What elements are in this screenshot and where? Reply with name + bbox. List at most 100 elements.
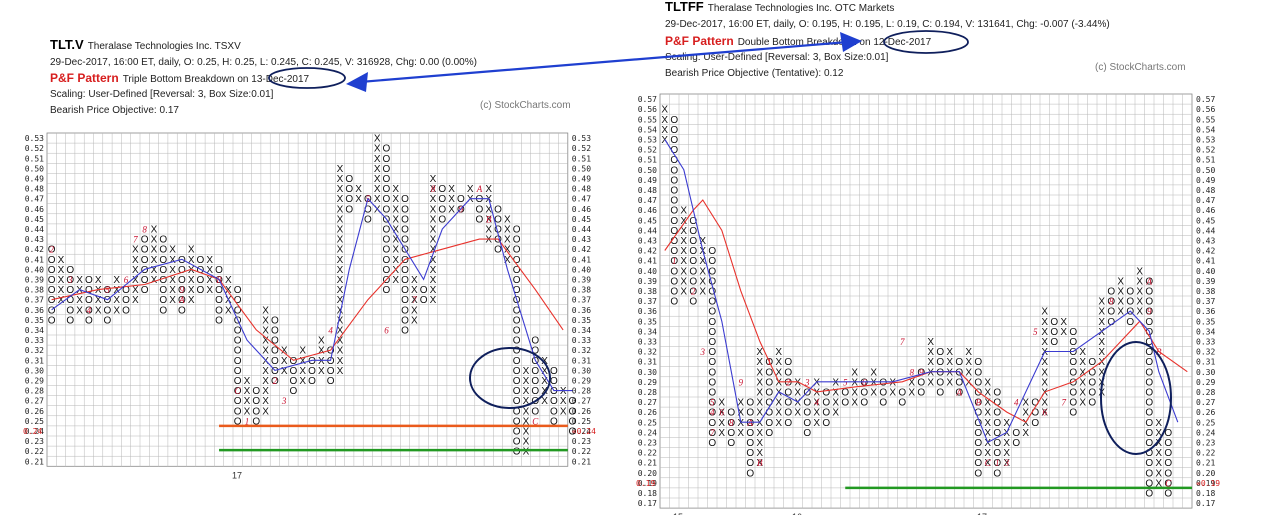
right-o-box: O xyxy=(974,377,982,388)
left-o-box: O xyxy=(290,356,298,367)
left-o-box: O xyxy=(476,204,484,215)
right-o-box: O xyxy=(1069,357,1077,368)
right-o-box: O xyxy=(974,438,982,449)
right-month-marker: B xyxy=(976,398,982,408)
left-x-box: X xyxy=(113,295,120,306)
right-o-box: O xyxy=(727,408,735,419)
left-o-box: O xyxy=(252,416,260,427)
right-o-box: O xyxy=(689,246,697,257)
right-o-box: O xyxy=(746,448,754,459)
right-company-name: Theralase Technologies Inc. OTC Markets xyxy=(707,3,895,14)
right-ytick-left: 0.25 xyxy=(638,418,657,427)
left-x-box: X xyxy=(374,184,381,195)
right-x-box: X xyxy=(699,236,706,247)
left-o-box: O xyxy=(513,255,521,266)
right-ytick-left: 0.41 xyxy=(638,257,657,266)
right-o-box: O xyxy=(784,377,792,388)
right-x-box: X xyxy=(1155,428,1162,439)
left-o-box: O xyxy=(271,356,279,367)
left-ytick-right: 0.38 xyxy=(572,286,591,295)
left-x-box: X xyxy=(392,255,399,266)
left-x-box: X xyxy=(523,426,530,437)
right-x-box: X xyxy=(1060,327,1067,338)
left-o-box: O xyxy=(494,204,502,215)
right-breakdown-circle xyxy=(1100,341,1172,455)
right-month-marker: C xyxy=(1165,478,1172,488)
left-o-box: O xyxy=(513,265,521,276)
left-o-box: O xyxy=(513,346,521,357)
right-o-box: O xyxy=(708,418,716,429)
left-ytick-left: 0.35 xyxy=(25,316,44,325)
left-o-box: O xyxy=(383,184,391,195)
right-o-box: O xyxy=(784,418,792,429)
right-month-marker: B xyxy=(757,458,763,468)
right-o-box: O xyxy=(936,367,944,378)
right-ytick-right: 0.30 xyxy=(1196,368,1215,377)
right-o-box: O xyxy=(708,337,716,348)
right-ytick-right: 0.52 xyxy=(1196,146,1215,155)
left-x-box: X xyxy=(262,396,269,407)
right-o-box: O xyxy=(1145,448,1153,459)
right-month-marker: 5 xyxy=(710,398,715,408)
left-o-box: O xyxy=(401,305,409,316)
right-watermark: (c) StockCharts.com xyxy=(1095,62,1186,73)
right-o-box: O xyxy=(1031,408,1039,419)
right-o-box: O xyxy=(974,387,982,398)
right-o-box: O xyxy=(1145,297,1153,308)
right-o-box: O xyxy=(670,256,678,267)
left-x-box: X xyxy=(169,245,176,256)
right-x-box: X xyxy=(1155,418,1162,429)
left-ytick-right: 0.22 xyxy=(572,447,591,456)
left-o-box: O xyxy=(364,214,372,225)
left-x-box: X xyxy=(169,275,176,286)
left-o-box: O xyxy=(383,144,391,155)
left-o-box: O xyxy=(215,285,223,296)
left-o-box: O xyxy=(513,285,521,296)
right-x-box: X xyxy=(965,367,972,378)
left-o-box: O xyxy=(85,295,93,306)
left-x-box: X xyxy=(169,285,176,296)
right-o-box: O xyxy=(1031,398,1039,409)
left-o-box: O xyxy=(234,366,242,377)
right-o-box: O xyxy=(955,377,963,388)
left-x-box: X xyxy=(337,174,344,185)
right-x-box: X xyxy=(1155,448,1162,459)
right-month-marker: 8 xyxy=(729,418,734,428)
right-o-box: O xyxy=(803,428,811,439)
left-o-box: O xyxy=(569,406,577,417)
left-x-box: X xyxy=(188,245,195,256)
left-o-box: O xyxy=(550,406,558,417)
right-o-box: O xyxy=(803,418,811,429)
right-o-box: O xyxy=(1126,286,1134,297)
left-x-box: X xyxy=(430,235,437,246)
right-ytick-left: 0.54 xyxy=(638,125,657,134)
right-x-box: X xyxy=(984,458,991,469)
right-o-box: O xyxy=(689,216,697,227)
right-ytick-left: 0.56 xyxy=(638,105,657,114)
left-x-box: X xyxy=(188,265,195,276)
right-date-circle xyxy=(883,30,969,54)
right-x-box: X xyxy=(775,347,782,358)
left-ytick-right: 0.43 xyxy=(572,235,591,244)
left-o-box: O xyxy=(401,224,409,235)
left-ytick-right: 0.40 xyxy=(572,265,591,274)
left-x-box: X xyxy=(244,406,251,417)
left-ytick-right: 0.37 xyxy=(572,296,591,305)
left-x-box: X xyxy=(337,214,344,225)
right-x-box: X xyxy=(1003,428,1010,439)
left-current-price-right: «0.24 xyxy=(572,427,596,436)
left-ytick-right: 0.51 xyxy=(572,154,591,163)
left-x-box: X xyxy=(337,346,344,357)
left-pf-chart: 0.53 0.530.52 0.520.51 0.510.50 0.500.49 0.49… xyxy=(23,132,596,480)
right-x-box: X xyxy=(756,458,763,469)
left-o-box: O xyxy=(234,416,242,427)
right-x-box: X xyxy=(794,377,801,388)
left-o-box: O xyxy=(513,426,521,437)
right-x-box: X xyxy=(737,428,744,439)
right-ytick-left: 0.32 xyxy=(638,348,657,357)
right-o-box: O xyxy=(708,276,716,287)
left-o-box: O xyxy=(401,235,409,246)
right-o-box: O xyxy=(765,398,773,409)
left-ytick-left: 0.45 xyxy=(25,215,44,224)
right-x-box: X xyxy=(1098,367,1105,378)
